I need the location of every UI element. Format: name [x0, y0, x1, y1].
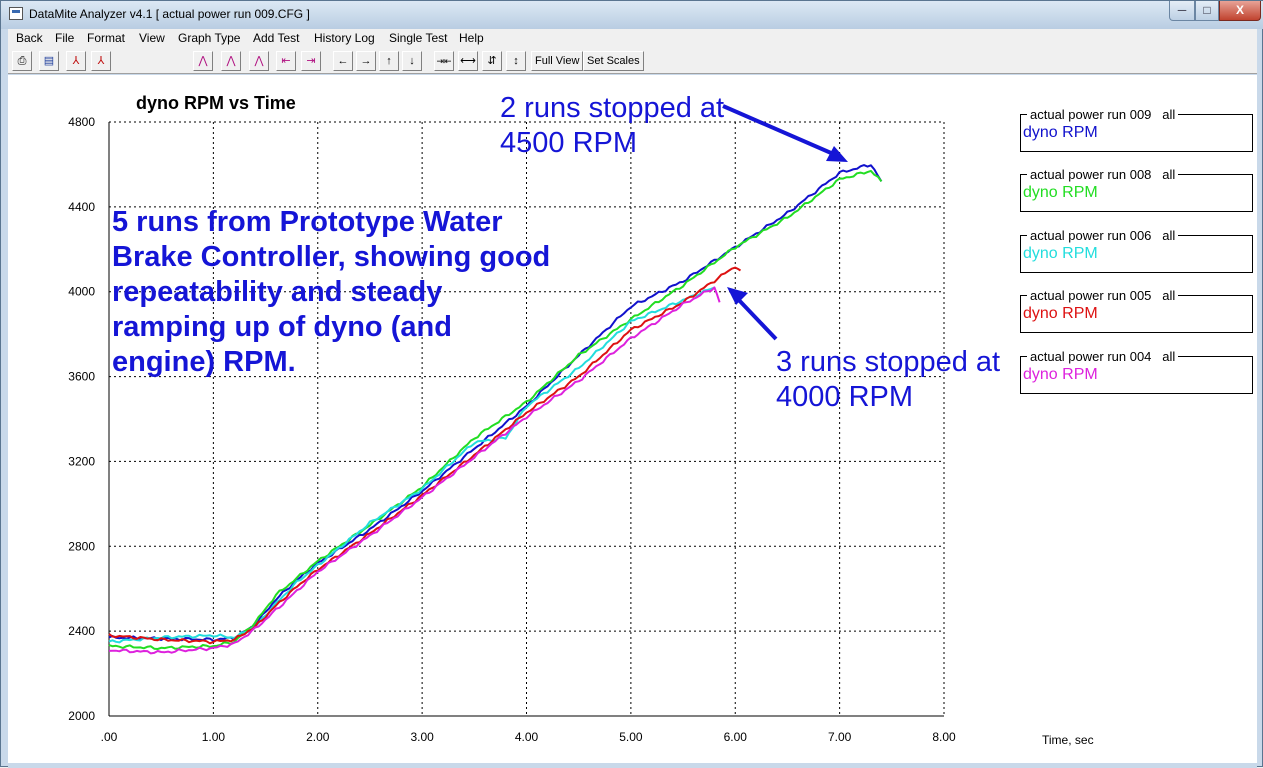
menu-history-log[interactable]: History Log — [314, 31, 375, 45]
annotation-main: 5 runs from Prototype Water Brake Contro… — [112, 206, 551, 378]
y-tick-label: 4800 — [68, 115, 95, 129]
legend-run-label: actual power run 008 all — [1027, 167, 1179, 182]
pdf-export-icon[interactable]: ⅄ — [91, 51, 111, 71]
arrow-mid-line — [734, 295, 778, 341]
arrow-left-icon[interactable]: ← — [333, 51, 353, 71]
chart: 2000 2400 2800 3200 3600 4000 4400 4800 .00 1.00… — [68, 104, 956, 744]
legend-item-run-006[interactable]: actual power run 006 all dyno RPM — [1020, 228, 1253, 273]
menu-help[interactable]: Help — [459, 31, 484, 45]
full-view-button[interactable]: Full View — [531, 51, 584, 71]
annotation-arrows — [722, 104, 848, 341]
x-tick-label: 5.00 — [619, 730, 643, 744]
legend-series-label: dyno RPM — [1023, 305, 1098, 322]
x-tick-label: 8.00 — [932, 730, 956, 744]
legend-run-label: actual power run 006 all — [1027, 228, 1179, 243]
arrow-down-icon[interactable]: ↓ — [402, 51, 422, 71]
arrow-top-head — [826, 146, 848, 162]
x-tick-label: .00 — [101, 730, 118, 744]
graph-type-2-icon[interactable]: ⋀ — [221, 51, 241, 71]
graph-type-3-icon[interactable]: ⋀ — [249, 51, 269, 71]
series-line-actual-power-run-006 — [108, 286, 715, 644]
annotation-top: 2 runs stopped at 4500 RPM — [500, 92, 725, 159]
arrow-right-icon[interactable]: → — [356, 51, 376, 71]
legend-series-label: dyno RPM — [1023, 184, 1098, 201]
y-tick-label: 4000 — [68, 285, 95, 299]
zoom-in-y-icon[interactable]: ⇵ — [482, 51, 502, 71]
window-title: DataMite Analyzer v4.1 [ actual power ru… — [29, 7, 310, 21]
zoom-out-x-icon[interactable]: ⟷ — [458, 51, 478, 71]
legend-run-label: actual power run 004 all — [1027, 349, 1179, 364]
zoom-in-x-icon[interactable]: ⇥⇤ — [434, 51, 454, 71]
minimize-button[interactable]: ─ — [1169, 1, 1195, 21]
x-axis: .00 1.00 2.00 3.00 4.00 5.00 6.00 7.00 8.00 — [101, 730, 956, 744]
x-tick-label: 7.00 — [828, 730, 852, 744]
x-tick-label: 3.00 — [410, 730, 434, 744]
legend-item-run-004[interactable]: actual power run 004 all dyno RPM — [1020, 349, 1253, 394]
chart-title: dyno RPM vs Time — [136, 93, 296, 113]
x-tick-label: 1.00 — [202, 730, 226, 744]
legend-series-label: dyno RPM — [1023, 124, 1098, 141]
legend-item-run-008[interactable]: actual power run 008 all dyno RPM — [1020, 167, 1253, 212]
chart-series — [108, 164, 883, 655]
menu-file[interactable]: File — [55, 31, 75, 45]
maximize-button[interactable]: □ — [1195, 1, 1219, 21]
y-tick-label: 2400 — [68, 624, 95, 638]
menu-single-test[interactable]: Single Test — [389, 31, 448, 45]
arrow-mid-head — [727, 287, 748, 305]
graph-type-1-icon[interactable]: ⋀ — [193, 51, 213, 71]
menu-back[interactable]: Back — [16, 31, 43, 45]
legend-series-label: dyno RPM — [1023, 366, 1098, 383]
y-axis: 2000 2400 2800 3200 3600 4000 4400 4800 — [68, 115, 95, 723]
print-icon[interactable]: ⎙ — [12, 51, 32, 71]
pdf-icon[interactable]: ⅄ — [66, 51, 86, 71]
y-tick-label: 2800 — [68, 539, 95, 553]
legend-series-label: dyno RPM — [1023, 245, 1098, 262]
x-axis-label: Time, sec — [1042, 733, 1094, 747]
menu-format[interactable]: Format — [87, 31, 126, 45]
arrow-up-icon[interactable]: ↑ — [379, 51, 399, 71]
series-line-actual-power-run-008 — [108, 169, 883, 650]
close-button[interactable]: X — [1219, 1, 1261, 21]
annotation-middle: 3 runs stopped at 4000 RPM — [776, 346, 1001, 413]
menu-add-test[interactable]: Add Test — [253, 31, 300, 45]
cursor-left-icon[interactable]: ⇤ — [276, 51, 296, 71]
x-tick-label: 2.00 — [306, 730, 330, 744]
set-scales-button[interactable]: Set Scales — [583, 51, 644, 71]
arrow-top-line — [722, 104, 839, 158]
graph-area[interactable]: 2000 2400 2800 3200 3600 4000 4400 4800 .00 1.00… — [8, 75, 1257, 764]
menu-graph-type[interactable]: Graph Type — [178, 31, 241, 45]
x-tick-label: 4.00 — [515, 730, 539, 744]
window-bottom-border — [8, 763, 1257, 768]
legend-run-label: actual power run 005 all — [1027, 288, 1179, 303]
zoom-out-y-icon[interactable]: ↕ — [506, 51, 526, 71]
y-tick-label: 4400 — [68, 200, 95, 214]
x-tick-label: 6.00 — [724, 730, 748, 744]
legend-item-run-005[interactable]: actual power run 005 all dyno RPM — [1020, 288, 1253, 333]
toolbar: ⎙ ▤ ⅄ ⅄ ⋀ ⋀ ⋀ ⇤ ⇥ ← → ↑ ↓ ⇥⇤ ⟷ ⇵ ↕ Full … — [8, 48, 1257, 74]
series-line-actual-power-run-004 — [108, 286, 721, 655]
legend-run-label: actual power run 009 all — [1027, 107, 1179, 122]
menu-view[interactable]: View — [139, 31, 165, 45]
save-icon[interactable]: ▤ — [39, 51, 59, 71]
chart-grid — [108, 121, 945, 717]
cursor-right-icon[interactable]: ⇥ — [301, 51, 321, 71]
title-bar[interactable]: DataMite Analyzer v4.1 [ actual power ru… — [1, 1, 1263, 29]
legend-item-run-009[interactable]: actual power run 009 all dyno RPM — [1020, 107, 1253, 152]
y-tick-label: 2000 — [68, 709, 95, 723]
app-icon[interactable] — [9, 7, 23, 20]
y-tick-label: 3200 — [68, 454, 95, 468]
menu-bar: Back File Format View Graph Type Add Tes… — [8, 29, 1257, 48]
y-tick-label: 3600 — [68, 370, 95, 384]
